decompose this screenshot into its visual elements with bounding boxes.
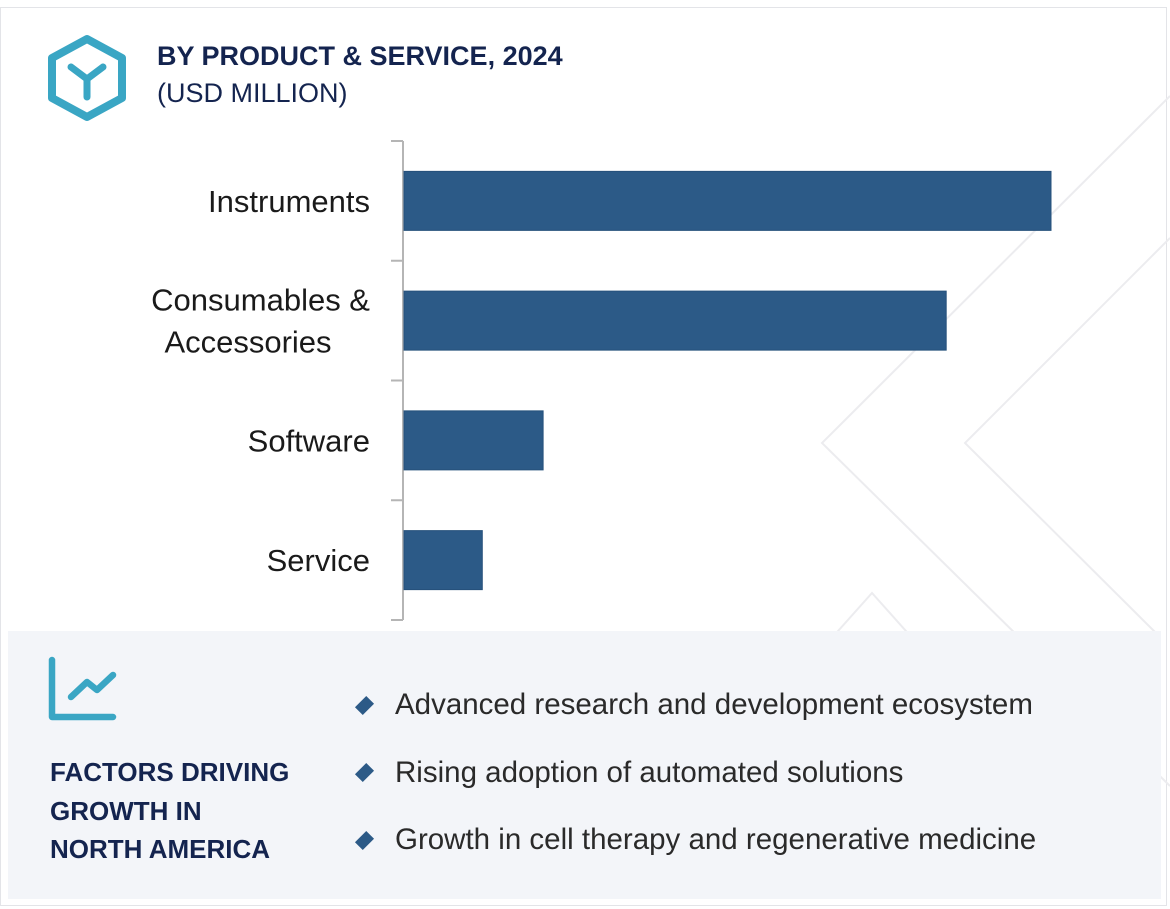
bar-service <box>403 530 483 591</box>
factors-panel <box>8 631 1161 899</box>
diamond-bullet-icon <box>354 830 375 850</box>
y-tick-label: Instruments <box>208 184 370 219</box>
bars <box>403 170 1052 591</box>
factor-item: Growth in cell therapy and regenerative … <box>354 818 1036 862</box>
factors-title-line: FACTORS DRIVING <box>50 757 290 787</box>
factor-item: Advanced research and development ecosys… <box>354 683 1036 727</box>
y-tick-label: Software <box>248 423 370 458</box>
y-axis <box>391 140 404 621</box>
y-tick-labels: Instruments Consumables & Accessories Softw… <box>151 184 370 578</box>
bar-consumables-accessories <box>403 290 947 351</box>
hexagon-y-icon <box>48 35 126 121</box>
diamond-bullet-icon <box>354 695 375 715</box>
factors-title: FACTORS DRIVING GROWTH IN NORTH AMERICA <box>50 753 330 869</box>
y-tick-label: Service <box>267 543 370 578</box>
y-tick-label: Accessories <box>164 325 331 360</box>
factor-text: Rising adoption of automated solutions <box>395 755 904 789</box>
bar-instruments <box>403 170 1052 231</box>
chart-subtitle: (USD MILLION) <box>157 78 348 108</box>
bar-chart: Instruments Consumables & Accessories Softw… <box>151 140 1052 621</box>
factors-title-line: GROWTH IN <box>50 795 202 826</box>
factors-list: Advanced research and development ecosys… <box>354 683 1036 886</box>
factor-item: Rising adoption of automated solutions <box>354 751 1036 795</box>
line-chart-growth-icon <box>48 656 117 721</box>
factor-text: Advanced research and development ecosys… <box>395 688 1033 721</box>
factor-text: Growth in cell therapy and regenerative … <box>395 823 1037 856</box>
y-tick-label: Consumables & <box>151 283 370 318</box>
chart-title: BY PRODUCT & SERVICE, 2024 <box>157 41 563 71</box>
bar-software <box>403 410 544 471</box>
diamond-bullet-icon <box>354 762 375 783</box>
factors-title-line: NORTH AMERICA <box>50 834 271 864</box>
